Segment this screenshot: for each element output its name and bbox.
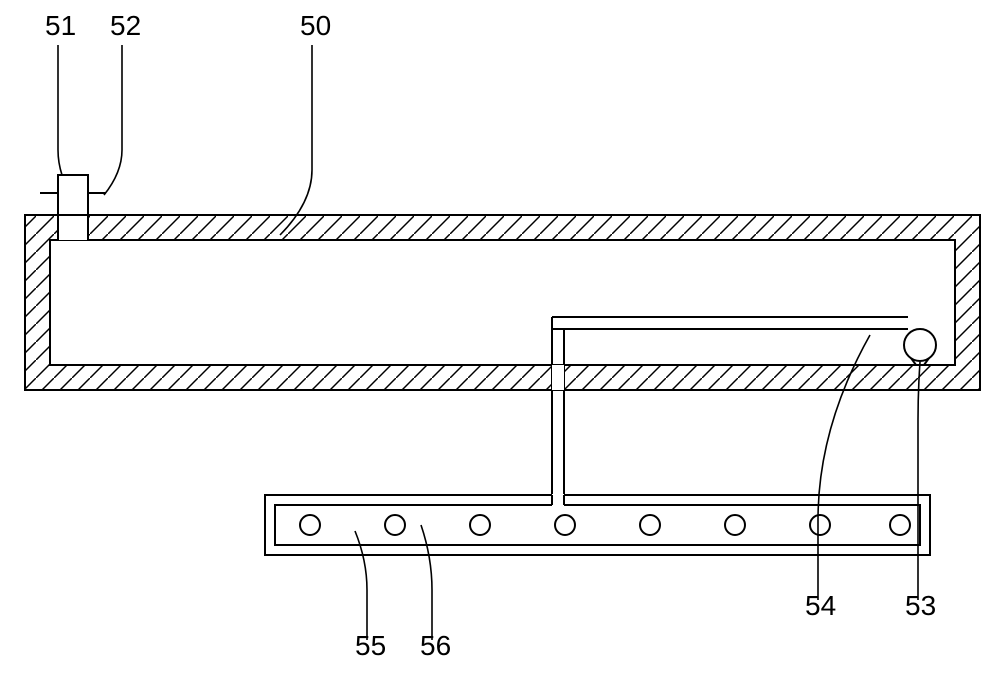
container-wall	[25, 215, 980, 390]
drop-pipe	[552, 390, 564, 495]
label-53: 53	[905, 590, 936, 621]
label-51: 51	[45, 10, 76, 41]
container-outer	[25, 215, 980, 390]
leader-ld53	[918, 362, 920, 600]
container-inner	[50, 240, 955, 365]
leader-ld50	[280, 45, 312, 235]
label-54: 54	[805, 590, 836, 621]
ball-valve	[904, 329, 936, 361]
leader-ld51	[58, 45, 62, 175]
label-50: 50	[300, 10, 331, 41]
label-56: 56	[420, 630, 451, 661]
labels: 51 52 50 54 53 55 56	[45, 10, 936, 661]
label-55: 55	[355, 630, 386, 661]
distributor	[265, 494, 930, 555]
label-52: 52	[110, 10, 141, 41]
leader-ld52	[104, 45, 122, 195]
